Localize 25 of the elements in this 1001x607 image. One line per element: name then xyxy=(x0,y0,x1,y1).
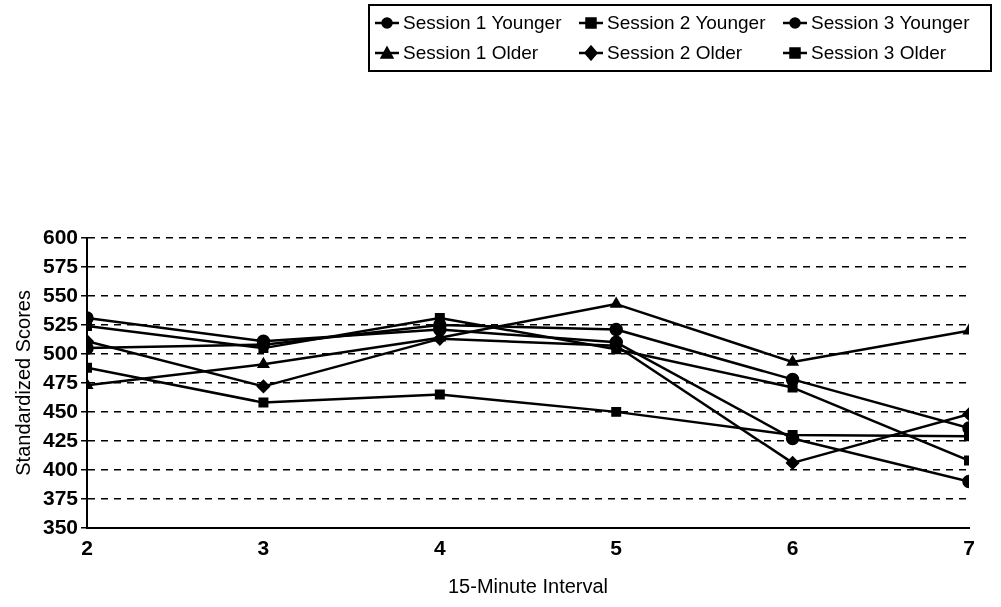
y-tick-label: 575 xyxy=(42,253,79,277)
y-tick-label: 600 xyxy=(42,224,79,248)
x-tick-label: 7 xyxy=(963,536,975,560)
legend-label: Session 2 Older xyxy=(607,42,743,64)
legend-label: Session 1 Older xyxy=(403,42,539,64)
y-axis-title: Standardized Scores xyxy=(11,290,34,476)
y-tick-label: 375 xyxy=(42,485,79,509)
legend-label: Session 3 Older xyxy=(811,42,947,64)
y-tick-label: 425 xyxy=(42,427,79,451)
y-tick-label: 475 xyxy=(42,369,79,393)
legend-label: Session 2 Younger xyxy=(607,12,766,34)
x-axis-title: 15-Minute Interval xyxy=(447,574,609,597)
x-tick-label: 6 xyxy=(786,536,799,560)
y-tick-label: 400 xyxy=(42,456,79,480)
x-tick-label: 2 xyxy=(81,536,93,560)
x-tick-label: 3 xyxy=(257,536,270,560)
y-tick-label: 500 xyxy=(42,340,79,364)
y-tick-label: 550 xyxy=(42,282,79,306)
legend-label: Session 3 Younger xyxy=(811,12,970,34)
legend-label: Session 1 Younger xyxy=(403,12,562,34)
x-tick-label: 4 xyxy=(433,536,446,560)
x-tick-label: 5 xyxy=(610,536,623,560)
y-tick-label: 450 xyxy=(42,398,79,422)
y-tick-label: 350 xyxy=(42,514,79,538)
y-tick-label: 525 xyxy=(42,311,79,335)
